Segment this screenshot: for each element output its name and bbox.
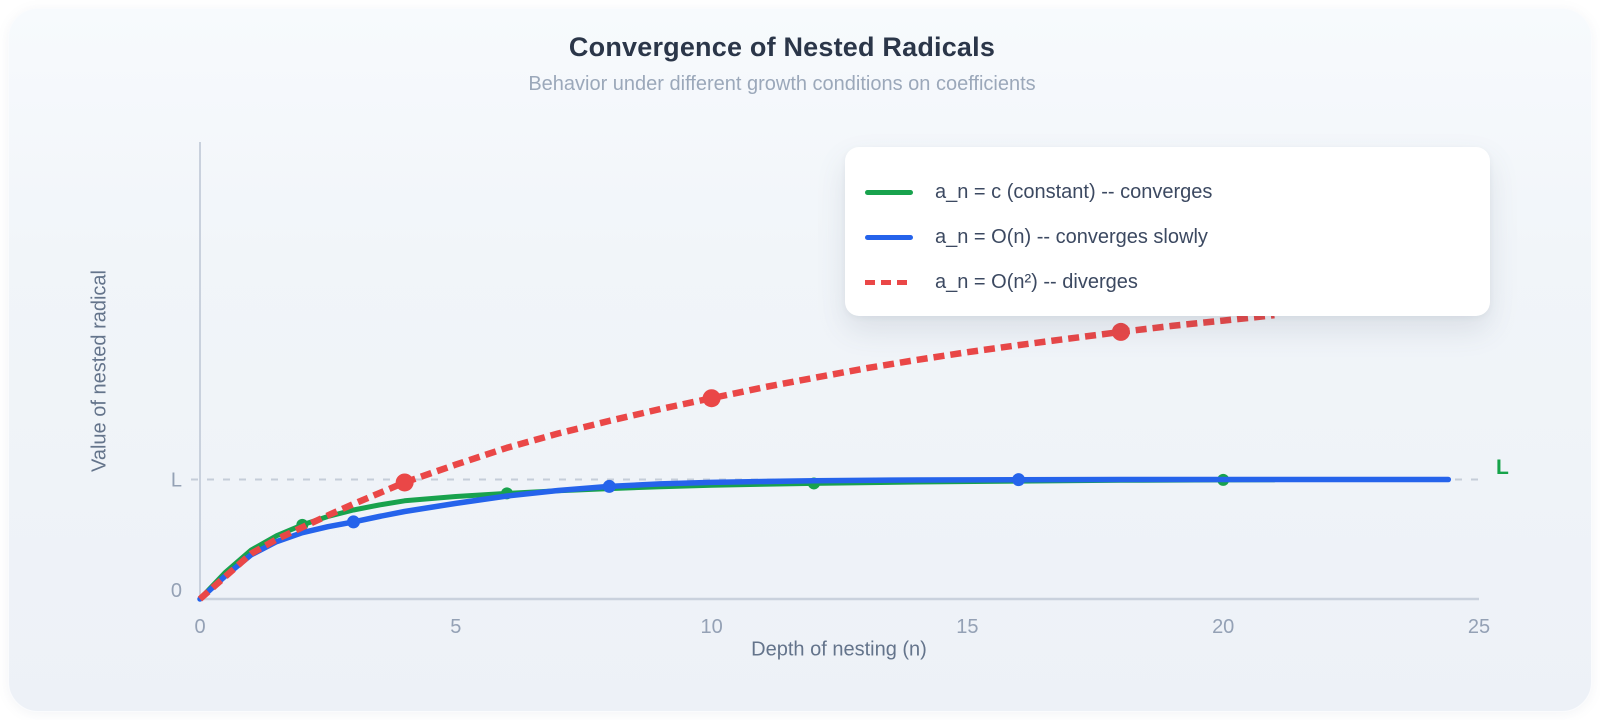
reference-label-L: L (1496, 456, 1509, 479)
legend-label-linear-growth: a_n = O(n) -- converges slowly (935, 226, 1208, 248)
legend-label-constant: a_n = c (constant) -- converges (935, 181, 1213, 203)
x-tick-label: 0 (194, 616, 205, 638)
series-marker-linear-growth (602, 479, 616, 493)
x-tick-label: 5 (450, 616, 461, 638)
x-tick-label: 15 (956, 616, 978, 638)
legend: a_n = c (constant) -- converges a_n = O(n… (845, 147, 1490, 316)
series-marker-quadratic-growth (702, 389, 721, 408)
series-marker-quadratic-growth (1111, 322, 1130, 341)
y-tick-label: 0 (171, 580, 182, 602)
series-line-quadratic-growth (197, 311, 1275, 602)
x-axis-title: Depth of nesting (n) (751, 638, 927, 661)
chart-subtitle: Behavior under different growth conditio… (528, 73, 1036, 95)
x-tick-label: 20 (1212, 616, 1234, 638)
chart-card (8, 8, 1592, 712)
x-tick-label: 10 (700, 616, 722, 638)
chart-header: Convergence of Nested Radicals Behavior … (0, 0, 1564, 96)
legend-row-constant[interactable]: a_n = c (constant) -- converges (865, 170, 1490, 215)
legend-label-quadratic-growth: a_n = O(n²) -- diverges (935, 271, 1138, 293)
legend-swatch-linear-growth (865, 235, 913, 240)
legend-row-quadratic-growth[interactable]: a_n = O(n²) -- diverges (865, 260, 1490, 305)
legend-row-linear-growth[interactable]: a_n = O(n) -- converges slowly (865, 215, 1490, 260)
series-line-linear-growth (197, 476, 1452, 602)
chart-title: Convergence of Nested Radicals (568, 32, 996, 62)
y-axis-title: Value of nested radical (88, 270, 111, 472)
series-marker-linear-growth (346, 515, 360, 529)
series-marker-quadratic-growth (395, 473, 414, 492)
y-tick-label: L (171, 470, 182, 492)
legend-swatch-quadratic-growth (865, 280, 913, 285)
series-marker-linear-growth (1012, 473, 1026, 487)
legend-swatch-constant (865, 190, 913, 195)
x-tick-label: 25 (1468, 616, 1490, 638)
